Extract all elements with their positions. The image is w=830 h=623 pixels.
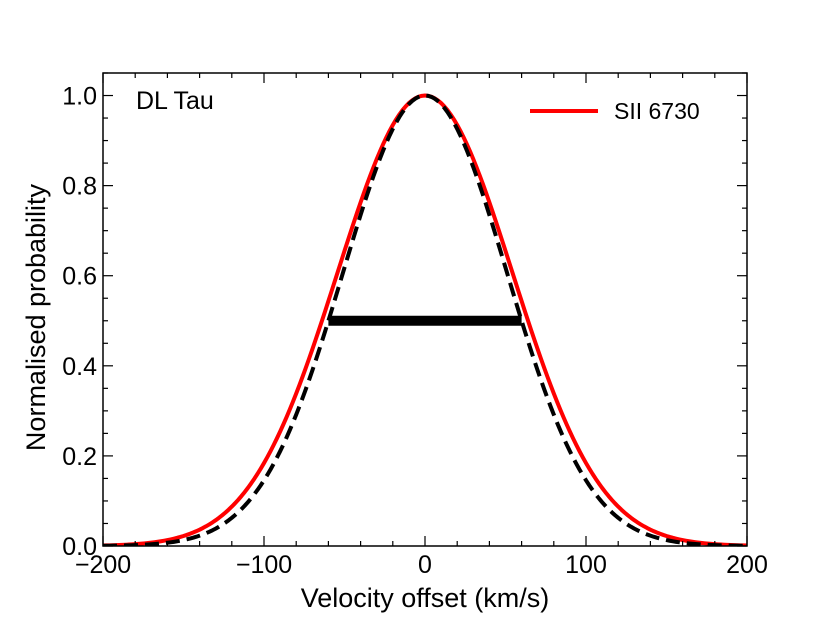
x-tick-label: 200 [726, 551, 768, 579]
x-tick-label: −100 [236, 551, 292, 579]
y-tick-label: 0.2 [62, 443, 97, 471]
axis-ticks [102, 72, 748, 547]
y-tick-label: 1.0 [62, 83, 97, 111]
legend: SII 6730 [530, 98, 700, 124]
series-line-dashed [103, 93, 747, 546]
y-axis-label: Normalised probability [21, 183, 51, 451]
series-line-sii-6730 [103, 93, 747, 546]
plot-area [103, 93, 747, 546]
x-tick-label: −200 [75, 551, 131, 579]
tick-labels: −200 −100 0 100 200 0.0 0.2 0.4 0.6 0.8 1.0 [62, 83, 768, 579]
y-tick-label: 0.4 [62, 353, 97, 381]
x-tick-label: 0 [418, 551, 432, 579]
x-axis-label: Velocity offset (km/s) [301, 583, 550, 613]
y-tick-label: 0.8 [62, 173, 97, 201]
object-name-annotation: DL Tau [136, 87, 214, 115]
x-tick-label: 100 [565, 551, 607, 579]
legend-label-sii-6730: SII 6730 [614, 98, 700, 124]
plot-frame [102, 72, 748, 547]
y-tick-label: 0.6 [62, 263, 97, 291]
y-tick-label: 0.0 [62, 533, 97, 561]
